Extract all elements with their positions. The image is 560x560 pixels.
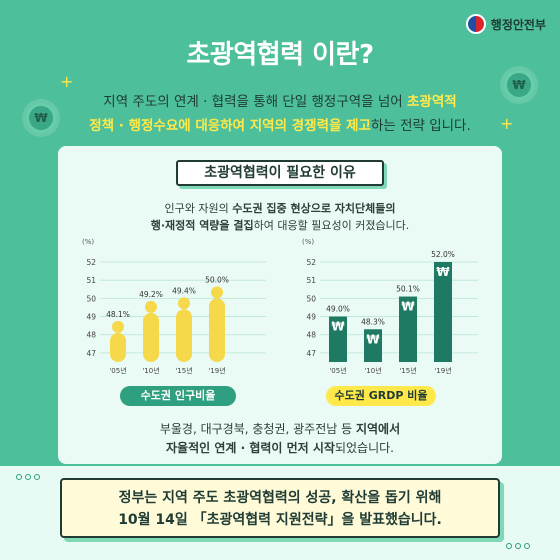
foot-text: 되었습니다. bbox=[334, 441, 394, 455]
reason-card: 초광역협력이 필요한 이유 인구와 자원의 수도권 집중 현상으로 자치단체들의… bbox=[58, 146, 502, 464]
desc-text: 하여 대응할 필요성이 커졌습니다. bbox=[253, 219, 410, 232]
x-tick-label: '10년 bbox=[142, 366, 159, 375]
won-coin-icon: ₩ bbox=[504, 70, 534, 100]
dots-decoration bbox=[16, 474, 40, 480]
ministry-logo: 행정안전부 bbox=[465, 14, 546, 34]
won-icon: ₩ bbox=[436, 265, 450, 279]
intro-highlight-2: 정책 · 행정수요에 대응하여 지역의 경쟁력을 제고 bbox=[89, 118, 371, 134]
intro-line2-text: 하는 전략 입니다. bbox=[370, 118, 471, 134]
person-head-icon bbox=[145, 300, 157, 313]
y-tick-label: 52 bbox=[86, 258, 96, 267]
data-label: 48.1% bbox=[106, 310, 130, 319]
y-tick-label: 50 bbox=[86, 294, 96, 303]
y-tick-label: 52 bbox=[306, 258, 316, 267]
y-tick-label: 48 bbox=[86, 331, 96, 340]
y-tick-label: 48 bbox=[306, 331, 316, 340]
bar bbox=[434, 262, 452, 362]
person-head-icon bbox=[178, 297, 190, 310]
sparkle-icon: + bbox=[500, 114, 514, 133]
grdp-chart-title: 수도권 GRDP 비율 bbox=[326, 386, 436, 406]
desc-bold: 행·재정적 역량을 결집 bbox=[150, 219, 254, 232]
y-tick-label: 47 bbox=[306, 349, 316, 358]
won-coin-icon: ₩ bbox=[26, 103, 56, 133]
data-label: 52.0% bbox=[431, 250, 455, 259]
person-head-icon bbox=[211, 286, 223, 299]
dots-decoration bbox=[506, 543, 530, 549]
data-label: 50.1% bbox=[396, 285, 420, 294]
x-tick-label: '05년 bbox=[329, 366, 346, 375]
data-label: 50.0% bbox=[205, 275, 229, 284]
x-tick-label: '19년 bbox=[208, 366, 225, 375]
conclusion-line2: 10월 14일 「초광역협력 지원전략」을 발표했습니다. bbox=[118, 512, 442, 528]
bar bbox=[209, 298, 225, 362]
foot-text: 부울경, 대구경북, 충청권, 광주전남 등 bbox=[159, 422, 356, 436]
y-unit-label: (%) bbox=[302, 238, 314, 246]
foot-bold: 자율적인 연계 · 협력이 먼저 시작 bbox=[166, 441, 335, 455]
data-label: 49.2% bbox=[139, 290, 163, 299]
bar bbox=[399, 296, 417, 362]
sparkle-icon: + bbox=[60, 72, 74, 91]
person-head-icon bbox=[112, 320, 124, 333]
x-tick-label: '10년 bbox=[364, 366, 381, 375]
desc-text: 인구와 자원의 bbox=[164, 202, 233, 215]
bar bbox=[176, 309, 192, 362]
won-icon: ₩ bbox=[331, 320, 345, 334]
ministry-name: 행정안전부 bbox=[490, 17, 546, 32]
card-title: 초광역협력이 필요한 이유 bbox=[176, 160, 384, 186]
won-icon: ₩ bbox=[366, 332, 380, 346]
bar bbox=[110, 332, 126, 362]
intro-line1-text: 지역 주도의 연계 · 협력을 통해 단일 행정구역을 넘어 bbox=[103, 94, 408, 110]
won-icon: ₩ bbox=[401, 300, 415, 314]
page-title: 초광역협력 이란? bbox=[186, 40, 374, 70]
foot-bold: 지역에서 bbox=[355, 422, 401, 436]
y-tick-label: 50 bbox=[306, 294, 316, 303]
data-label: 49.0% bbox=[326, 305, 350, 314]
card-description: 인구와 자원의 수도권 집중 현상으로 자치단체들의 행·재정적 역량을 결집하… bbox=[68, 200, 492, 234]
desc-bold: 수도권 집중 현상으로 자치단체들의 bbox=[232, 202, 396, 215]
population-chart-title: 수도권 인구비율 bbox=[120, 386, 236, 406]
bar bbox=[143, 312, 159, 362]
intro-highlight-1: 초광역적 bbox=[407, 94, 457, 110]
bar bbox=[364, 329, 382, 362]
intro-text: 지역 주도의 연계 · 협력을 통해 단일 행정구역을 넘어 초광역적 정책 ·… bbox=[40, 90, 520, 138]
bar bbox=[329, 316, 347, 362]
x-tick-label: '15년 bbox=[175, 366, 192, 375]
conclusion-line1: 정부는 지역 주도 초광역협력의 성공, 확산을 돕기 위해 bbox=[118, 490, 442, 506]
taegeuk-emblem-icon bbox=[465, 14, 486, 34]
y-tick-label: 51 bbox=[86, 276, 96, 285]
x-tick-label: '05년 bbox=[109, 366, 126, 375]
y-unit-label: (%) bbox=[82, 238, 94, 246]
x-tick-label: '15년 bbox=[399, 366, 416, 375]
y-tick-label: 47 bbox=[86, 349, 96, 358]
y-tick-label: 49 bbox=[306, 313, 316, 322]
conclusion-box: 정부는 지역 주도 초광역협력의 성공, 확산을 돕기 위해 10월 14일 「… bbox=[60, 478, 500, 538]
y-tick-label: 51 bbox=[306, 276, 316, 285]
x-tick-label: '19년 bbox=[434, 366, 451, 375]
bar-charts: (%) 47 48 49 50 51 52 48.1% '05년 49.2% '10년 49.4% '1… bbox=[82, 238, 478, 375]
data-label: 49.4% bbox=[172, 286, 196, 295]
y-tick-label: 49 bbox=[86, 313, 96, 322]
card-footer: 부울경, 대구경북, 충청권, 광주전남 등 지역에서 자율적인 연계 · 협력… bbox=[68, 420, 492, 458]
data-label: 48.3% bbox=[361, 317, 385, 326]
